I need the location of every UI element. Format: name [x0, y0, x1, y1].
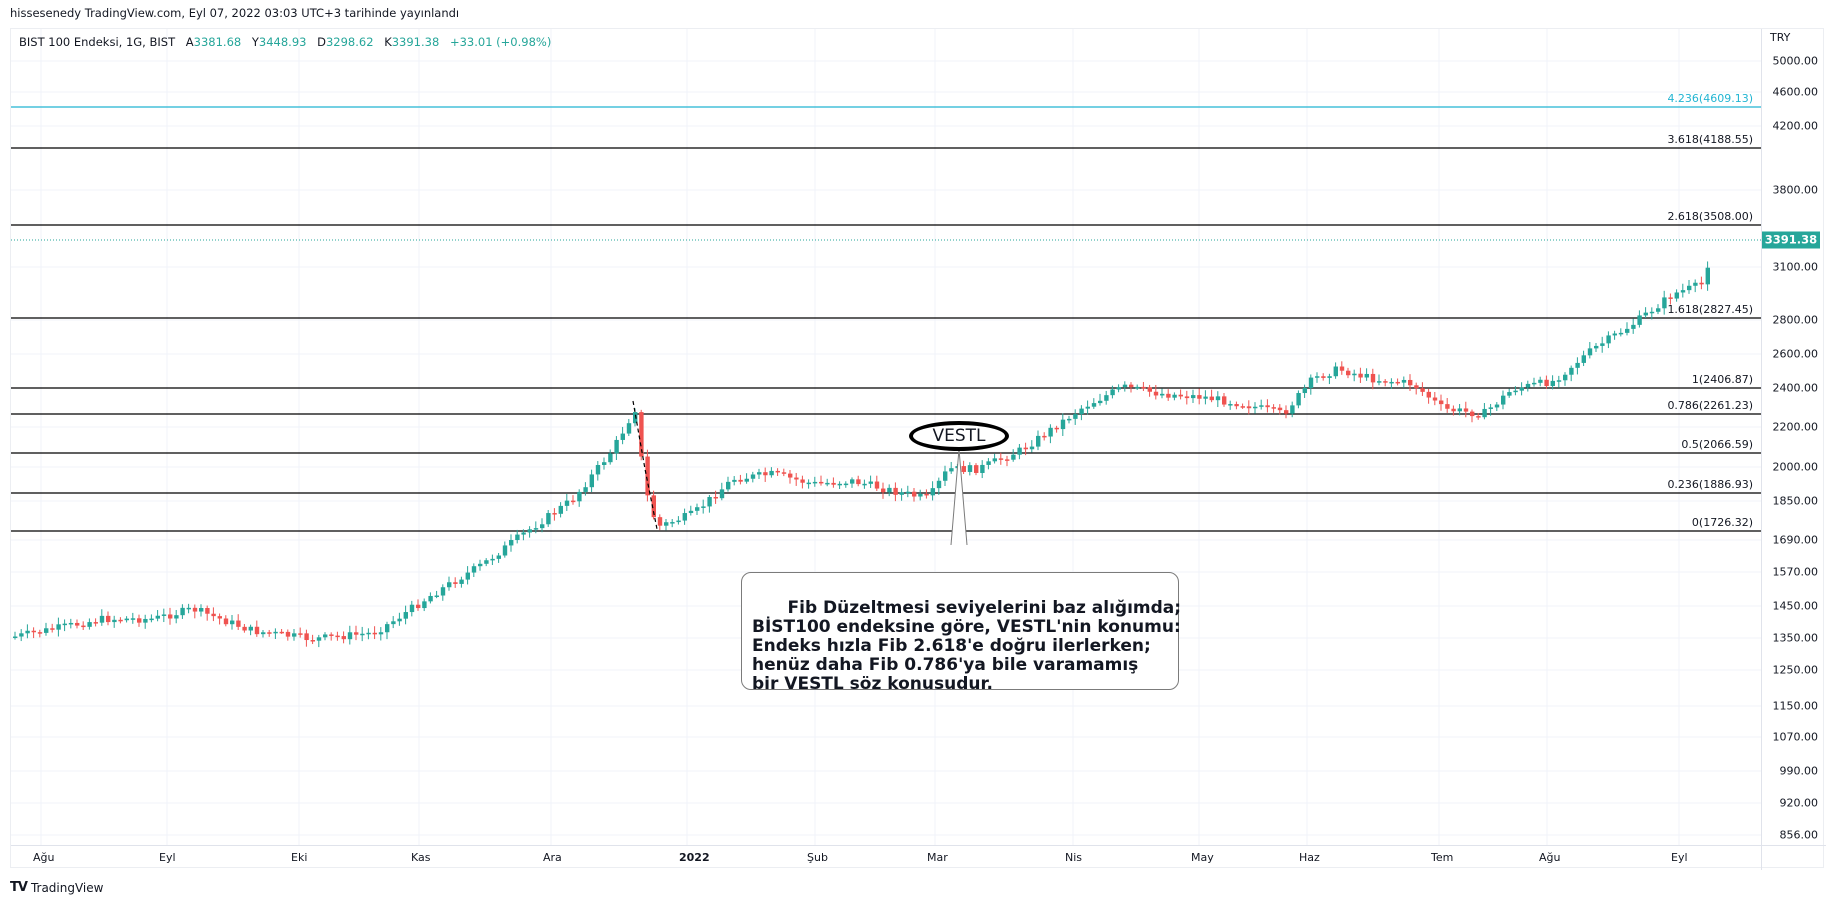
change-value: +33.01 (+0.98%) — [449, 35, 552, 49]
fib-level-label: 4.236(4609.13) — [1667, 92, 1753, 105]
vestl-ellipse-label[interactable]: VESTL — [909, 421, 1009, 451]
high-value: 3448.93 — [258, 35, 307, 49]
open-value: 3381.68 — [193, 35, 242, 49]
symbol-title[interactable]: BIST 100 Endeksi, 1G, BIST — [19, 35, 176, 49]
low-prefix: D — [317, 35, 326, 49]
time-axis[interactable]: Ağu Eyl Eki Kas Ara 2022 Şub Mar Nis May Haz Tem Ağu… — [11, 845, 1761, 870]
time-tick-label: May — [1191, 851, 1214, 864]
footer-branding: TV TradingView — [10, 880, 103, 895]
low-value: 3298.62 — [325, 35, 374, 49]
price-tick-label: 4600.00 — [1772, 85, 1819, 99]
time-tick-label: Eyl — [1671, 851, 1688, 864]
fib-level-label: 3.618(4188.55) — [1667, 133, 1753, 146]
fib-level-label: 0.5(2066.59) — [1681, 438, 1753, 451]
time-tick-label: Tem — [1431, 851, 1454, 864]
chart-container[interactable]: BIST 100 Endeksi, 1G, BIST A3381.68 Y344… — [10, 28, 1826, 870]
price-tick-label: 2200.00 — [1772, 420, 1819, 434]
price-tick-label: 3100.00 — [1772, 260, 1819, 274]
price-tick-label: 1450.00 — [1772, 599, 1819, 613]
price-tick-label: 990.00 — [1779, 764, 1819, 778]
close-value: 3391.38 — [391, 35, 440, 49]
candlestick-chart[interactable] — [11, 29, 1761, 845]
open-prefix: A — [185, 35, 194, 49]
price-tick-label: 1690.00 — [1772, 533, 1819, 547]
price-tick-label: 1350.00 — [1772, 631, 1819, 645]
price-tick-label: 3800.00 — [1772, 183, 1819, 197]
vestl-label-text: VESTL — [932, 426, 986, 446]
time-tick-label: Ağu — [33, 851, 55, 864]
symbol-legend: BIST 100 Endeksi, 1G, BIST A3381.68 Y344… — [19, 35, 551, 49]
time-tick-label: Eki — [291, 851, 308, 864]
annotation-callout[interactable]: Fib Düzeltmesi seviyelerini baz alığımda… — [741, 572, 1181, 694]
price-tick-label: 2400.00 — [1772, 381, 1819, 395]
price-tick-label: 856.00 — [1779, 828, 1819, 842]
time-tick-label: Nis — [1065, 851, 1083, 864]
time-tick-label: Ara — [543, 851, 562, 864]
tradingview-logo-icon: TV — [10, 880, 28, 895]
price-tick-label: 2000.00 — [1772, 460, 1819, 474]
time-tick-label: Ağu — [1539, 851, 1561, 864]
time-tick-label: Şub — [807, 851, 828, 864]
price-tick-label: 1850.00 — [1772, 494, 1819, 508]
price-tick-label: 1570.00 — [1772, 565, 1819, 579]
price-tick-label: 1250.00 — [1772, 663, 1819, 677]
fib-level-label: 0(1726.32) — [1691, 516, 1753, 529]
price-tick-label: 2800.00 — [1772, 313, 1819, 327]
chart-plot-area[interactable]: BIST 100 Endeksi, 1G, BIST A3381.68 Y344… — [11, 29, 1761, 845]
time-tick-label: Mar — [927, 851, 948, 864]
axis-corner — [1761, 845, 1826, 870]
fib-level-label: 0.786(2261.23) — [1667, 399, 1753, 412]
close-prefix: K — [384, 35, 392, 49]
time-tick-label: 2022 — [679, 851, 710, 864]
published-caption: hissesenedy TradingView.com, Eyl 07, 202… — [10, 6, 460, 20]
price-tick-label: 4200.00 — [1772, 119, 1819, 133]
currency-label[interactable]: TRY — [1770, 31, 1791, 44]
time-tick-label: Kas — [411, 851, 431, 864]
time-tick-label: Eyl — [159, 851, 176, 864]
price-tick-label: 1070.00 — [1772, 730, 1819, 744]
fib-level-label: 1.618(2827.45) — [1667, 303, 1753, 316]
callout-text: Fib Düzeltmesi seviyelerini baz alığımda… — [752, 598, 1182, 694]
price-tick-label: 1150.00 — [1772, 699, 1819, 713]
price-tick-label: 920.00 — [1779, 796, 1819, 810]
price-axis[interactable]: TRY 5000.00 4600.00 4200.00 3800.00 3100.00 2… — [1761, 29, 1826, 845]
brand-name: TradingView — [30, 880, 104, 895]
high-prefix: Y — [251, 35, 259, 49]
price-tick-label: 2600.00 — [1772, 347, 1819, 361]
last-price-tag: 3391.38 — [1762, 231, 1820, 249]
price-tick-label: 5000.00 — [1772, 54, 1819, 68]
fib-level-label: 0.236(1886.93) — [1667, 478, 1753, 491]
time-tick-label: Haz — [1299, 851, 1320, 864]
fib-level-label: 2.618(3508.00) — [1667, 210, 1753, 223]
fib-level-label: 1(2406.87) — [1691, 373, 1753, 386]
